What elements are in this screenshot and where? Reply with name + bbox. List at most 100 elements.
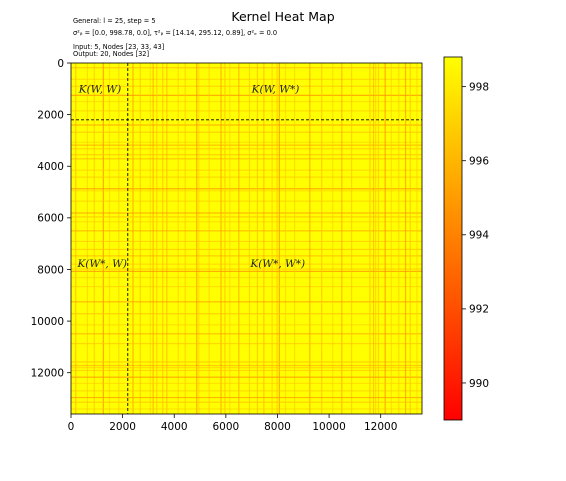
stripe-vertical bbox=[351, 63, 353, 414]
stripe-vertical bbox=[263, 63, 265, 414]
stripe-vertical bbox=[149, 63, 151, 414]
stripe-vertical bbox=[208, 63, 210, 414]
stripe-vertical bbox=[256, 63, 259, 414]
stripe-vertical bbox=[177, 63, 179, 414]
stripe-horizontal bbox=[71, 216, 422, 218]
stripe-horizontal bbox=[71, 408, 422, 410]
stripe-vertical bbox=[196, 63, 198, 414]
stripe-horizontal bbox=[71, 285, 422, 288]
y-tick-label: 6000 bbox=[37, 213, 64, 225]
colorbar-tick-label: 990 bbox=[469, 378, 489, 390]
stripe-horizontal bbox=[71, 240, 422, 243]
stripe-vertical bbox=[229, 63, 231, 414]
stripe-horizontal bbox=[71, 248, 422, 251]
stripe-vertical bbox=[384, 63, 386, 414]
stripe-horizontal bbox=[71, 364, 422, 367]
stripe-horizontal bbox=[71, 144, 422, 146]
stripe-horizontal bbox=[71, 141, 422, 143]
stripe-vertical bbox=[398, 63, 400, 414]
stripe-horizontal bbox=[71, 78, 422, 80]
stripe-vertical bbox=[118, 63, 120, 414]
stripe-horizontal bbox=[71, 85, 422, 87]
stripe-horizontal bbox=[71, 176, 422, 178]
stripe-horizontal bbox=[71, 200, 422, 202]
colorbar-axis: 990 992 994 996 998 bbox=[462, 81, 489, 390]
stripe-vertical bbox=[238, 63, 240, 414]
y-tick-label: 12000 bbox=[31, 368, 64, 380]
block-labels: K(W, W) K(W, W*) K(W*, W) K(W*, W*) bbox=[76, 84, 305, 270]
stripe-vertical bbox=[284, 63, 287, 414]
colorbar-tick-label: 998 bbox=[469, 81, 489, 93]
y-tick-label: 4000 bbox=[37, 161, 64, 173]
info-general-line: General: l = 25, step = 5 bbox=[73, 17, 156, 25]
stripe-horizontal bbox=[71, 94, 422, 96]
stripe-horizontal bbox=[71, 212, 422, 214]
x-tick-label: 4000 bbox=[161, 421, 188, 433]
stripe-vertical bbox=[293, 63, 296, 414]
info-input-line: Input: 5, Nodes [23, 33, 43] bbox=[73, 43, 165, 51]
stripe-horizontal bbox=[71, 324, 422, 326]
stripe-horizontal bbox=[71, 343, 422, 345]
stripe-horizontal bbox=[71, 276, 422, 279]
x-tick-label: 6000 bbox=[212, 421, 239, 433]
stripe-horizontal bbox=[71, 382, 422, 384]
stripe-vertical bbox=[86, 63, 88, 414]
stripe-horizontal bbox=[71, 221, 422, 223]
info-sigma-line: σ²ᵦ = [0.0, 998.78, 0.0], τ²ᵦ = [14.14, … bbox=[73, 29, 278, 37]
heatmap-stripes bbox=[71, 63, 422, 414]
stripe-horizontal bbox=[71, 268, 422, 270]
stripe-horizontal bbox=[71, 369, 422, 372]
stripe-vertical bbox=[271, 63, 273, 414]
stripe-horizontal bbox=[71, 124, 422, 126]
stripe-horizontal bbox=[71, 169, 422, 171]
colorbar bbox=[443, 56, 463, 421]
y-tick-label: 10000 bbox=[31, 316, 64, 328]
block-label-k-wstar-w: K(W*, W) bbox=[76, 258, 127, 270]
stripe-vertical bbox=[377, 63, 380, 414]
x-tick-label: 2000 bbox=[109, 421, 136, 433]
stripe-horizontal bbox=[71, 333, 422, 335]
colorbar-tick-label: 994 bbox=[469, 230, 489, 242]
stripe-vertical bbox=[369, 63, 371, 414]
stripe-vertical bbox=[166, 63, 168, 414]
info-output-line: Output: 20, Nodes [32] bbox=[73, 50, 150, 58]
stripe-horizontal bbox=[71, 148, 422, 150]
stripe-horizontal bbox=[71, 390, 422, 392]
stripe-vertical bbox=[220, 63, 222, 414]
stripe-horizontal bbox=[71, 396, 422, 399]
stripe-vertical bbox=[416, 63, 418, 414]
stripe-vertical bbox=[139, 63, 141, 414]
stripe-vertical bbox=[375, 63, 377, 414]
stripe-vertical bbox=[152, 63, 154, 414]
block-dividers bbox=[71, 63, 422, 414]
stripe-vertical bbox=[321, 63, 323, 414]
stripe-horizontal bbox=[71, 270, 422, 272]
stripe-horizontal bbox=[71, 301, 422, 303]
block-label-k-w-wstar: K(W, W*) bbox=[251, 84, 300, 96]
colorbar-tick-label: 992 bbox=[469, 304, 489, 316]
stripe-vertical bbox=[198, 63, 200, 414]
y-tick-label: 2000 bbox=[37, 109, 64, 121]
stripe-vertical bbox=[162, 63, 164, 414]
y-tick-label: 0 bbox=[57, 58, 64, 70]
chart-title: Kernel Heat Map bbox=[231, 9, 335, 24]
stripe-horizontal bbox=[71, 313, 422, 315]
stripe-horizontal bbox=[71, 190, 422, 192]
y-axis: 0 2000 4000 6000 8000 10000 12000 bbox=[31, 58, 71, 380]
stripe-horizontal bbox=[71, 376, 422, 378]
stripe-vertical bbox=[309, 63, 311, 414]
stripe-horizontal bbox=[71, 367, 422, 369]
stripe-horizontal bbox=[71, 263, 422, 265]
stripe-vertical bbox=[184, 63, 186, 414]
stripe-vertical bbox=[108, 63, 111, 414]
stripe-vertical bbox=[224, 63, 226, 414]
stripe-horizontal bbox=[71, 154, 422, 156]
x-axis: 0 2000 4000 6000 8000 10000 12000 bbox=[68, 414, 397, 433]
stripe-horizontal bbox=[71, 131, 422, 133]
stripe-vertical bbox=[132, 63, 134, 414]
stripe-horizontal bbox=[71, 230, 422, 232]
stripe-horizontal bbox=[71, 100, 422, 103]
colorbar-tick-label: 996 bbox=[469, 156, 489, 168]
stripe-vertical bbox=[278, 63, 280, 414]
